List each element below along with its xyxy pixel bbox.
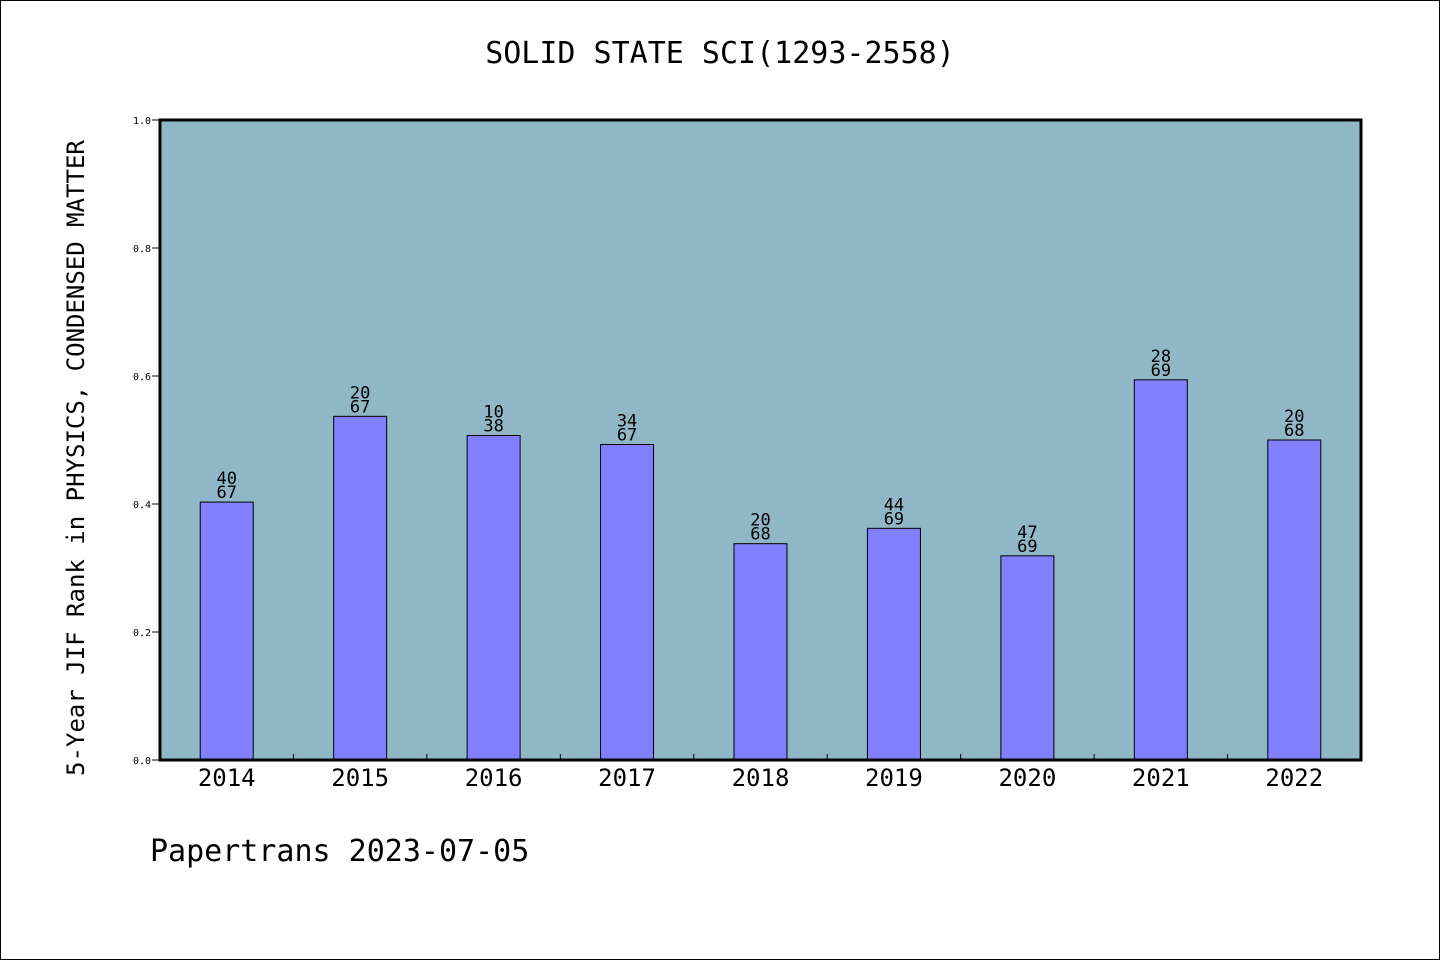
bar-2019 [866, 527, 921, 761]
bar-rank-label: 40 [216, 469, 236, 489]
bar-total-label: 67 [216, 483, 236, 503]
bar-total-label: 38 [483, 417, 503, 437]
x-tick-label: 2014 [198, 764, 256, 792]
bar-2021 [1133, 379, 1188, 761]
bar-2016 [466, 435, 521, 761]
y-tick-label: 1.0 [133, 116, 151, 127]
bar-total-label: 69 [884, 509, 904, 529]
bar-2015 [333, 415, 388, 761]
bar-total-label: 67 [350, 397, 370, 417]
x-tick-label: 2022 [1265, 764, 1323, 792]
bar-2014 [199, 501, 254, 761]
bar-total-label: 69 [1017, 537, 1037, 557]
y-tick-label: 0.8 [133, 244, 151, 255]
x-tick-label: 2019 [865, 764, 923, 792]
bar-rank-label: 10 [483, 403, 503, 423]
x-tick-label: 2018 [732, 764, 790, 792]
chart-title: SOLID STATE SCI(1293-2558) [485, 36, 955, 71]
y-axis-ticks: 0.0 0.2 0.4 0.6 0.8 1.0 [133, 116, 160, 767]
bar-rank-label: 20 [750, 511, 770, 531]
bar-rank-label: 20 [1284, 407, 1304, 427]
bar-rank-label: 44 [884, 495, 904, 515]
y-tick-label: 0.6 [133, 372, 151, 383]
bar-2017 [600, 443, 655, 761]
bar-total-label: 69 [1151, 361, 1171, 381]
x-tick-label: 2021 [1132, 764, 1190, 792]
plot-border [158, 118, 1363, 762]
x-tick-label: 2020 [998, 764, 1056, 792]
footer-source-date: Papertrans 2023-07-05 [150, 834, 530, 869]
y-tick-label: 0.2 [133, 628, 151, 639]
bar-total-label: 67 [617, 425, 637, 445]
x-tick-label: 2016 [465, 764, 523, 792]
y-tick-label: 0.4 [133, 500, 151, 511]
bar-total-label: 68 [1284, 421, 1304, 441]
bar-total-label: 68 [750, 525, 770, 545]
bar-rank-label: 34 [617, 411, 637, 431]
bar-rank-label: 28 [1151, 347, 1171, 367]
bar-2020 [1000, 555, 1055, 761]
bar-rank-label: 47 [1017, 523, 1037, 543]
x-tick-label: 2017 [598, 764, 656, 792]
bar-2022 [1267, 439, 1322, 761]
x-axis-ticks: 2014 2015 2016 2017 2018 2019 2020 2021 2022 [198, 754, 1323, 792]
y-tick-label: 0.0 [133, 756, 151, 767]
bar-rank-label: 20 [350, 383, 370, 403]
x-tick-label: 2015 [331, 764, 389, 792]
bar-2018 [733, 543, 788, 761]
